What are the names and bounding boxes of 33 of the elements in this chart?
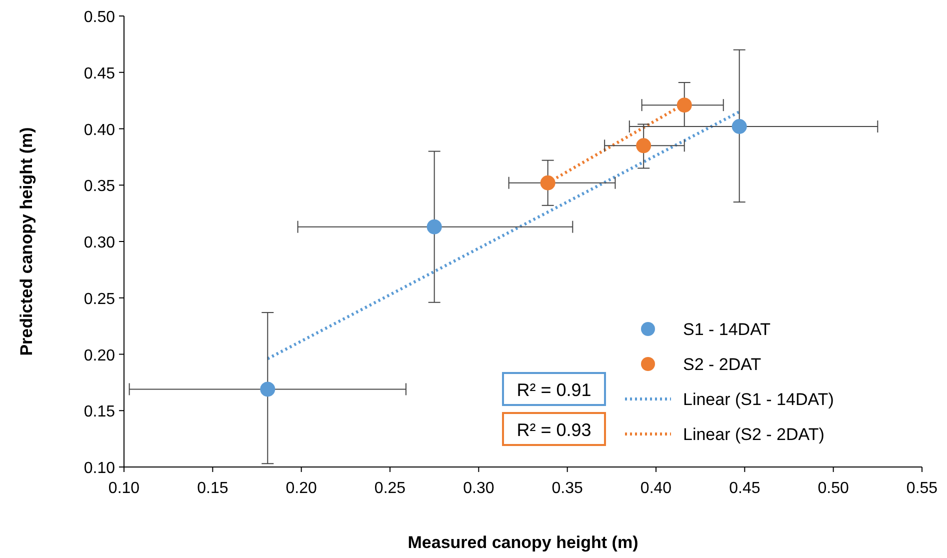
y-tick-label: 0.30 — [84, 234, 116, 252]
y-tick-label: 0.15 — [84, 404, 116, 421]
point — [732, 118, 747, 134]
x-tick-label: 0.10 — [108, 480, 140, 497]
y-axis-title: Predicted canopy height (m) — [17, 127, 36, 356]
x-tick-label: 0.40 — [640, 480, 672, 497]
y-tick-label: 0.10 — [84, 460, 116, 477]
y-tick-label: 0.25 — [84, 290, 116, 308]
x-tick-label: 0.25 — [374, 480, 406, 497]
y-tick-label: 0.45 — [84, 65, 116, 82]
y-tick-label: 0.50 — [84, 9, 116, 26]
point — [426, 219, 442, 234]
annotation: R² = 0.93 — [516, 420, 592, 440]
x-tick-label: 0.20 — [286, 480, 318, 497]
x-tick-label: 0.30 — [463, 480, 494, 497]
point — [260, 382, 276, 397]
point — [540, 175, 556, 190]
x-tick-label: 0.35 — [552, 480, 584, 497]
legend-label: S1 - 14DAT — [683, 320, 771, 339]
x-axis-title: Measured canopy height (m) — [408, 533, 638, 552]
annotation: R² = 0.91 — [516, 380, 592, 400]
legend-label: Linear (S2 - 2DAT) — [683, 425, 824, 444]
point — [636, 138, 652, 154]
x-tick-label: 0.55 — [906, 480, 938, 497]
x-tick-label: 0.15 — [197, 480, 228, 497]
x-tick-label: 0.50 — [818, 480, 850, 497]
y-tick-label: 0.35 — [84, 178, 116, 196]
y-tick-label: 0.20 — [84, 347, 116, 364]
x-tick-label: 0.45 — [729, 480, 760, 497]
point — [676, 98, 692, 113]
y-tick-label: 0.40 — [84, 122, 116, 139]
legend-label: S2 - 2DAT — [683, 355, 762, 374]
legend-label: Linear (S1 - 14DAT) — [683, 390, 834, 409]
